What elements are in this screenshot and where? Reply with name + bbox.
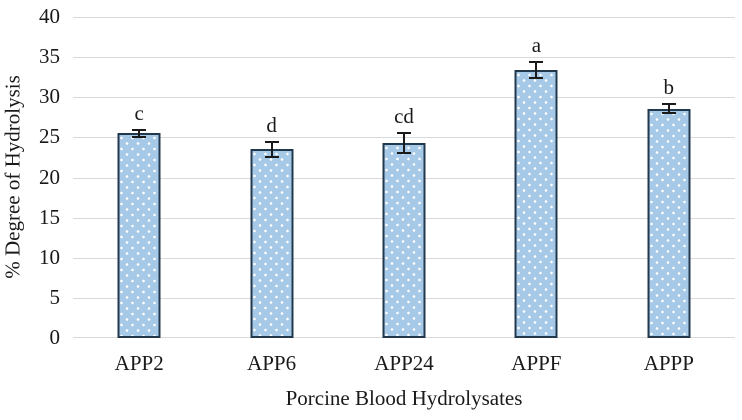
bar — [117, 133, 161, 338]
significance-letter: c — [134, 100, 144, 125]
bar-slot: c APP2 — [73, 17, 205, 375]
error-bar-cap-bottom — [529, 76, 544, 79]
bar — [382, 143, 426, 338]
x-axis-title: Porcine Blood Hydrolysates — [285, 386, 523, 410]
gridline — [73, 17, 735, 18]
error-bar-cap-bottom — [132, 136, 147, 139]
x-axis-category-label: APP24 — [374, 351, 434, 375]
bar-slot: b APPP — [603, 17, 735, 375]
y-axis-tick-label: 5 — [49, 284, 61, 309]
gridline — [73, 97, 735, 99]
error-bar-cap-bottom — [396, 152, 411, 155]
plot-area: c APP2 d APP6 cd APP24 a APPF b APPP — [73, 17, 735, 375]
error-bar — [535, 61, 538, 79]
error-bar — [667, 102, 670, 115]
error-bar-cap-bottom — [661, 112, 676, 115]
x-axis-category-label: APP2 — [114, 351, 164, 375]
significance-letter: b — [663, 74, 675, 99]
gridline — [73, 57, 735, 59]
x-axis-category-label: APPF — [511, 351, 562, 375]
error-bar-cap-bottom — [264, 156, 279, 159]
significance-letter: d — [266, 112, 277, 137]
error-bar — [402, 131, 405, 155]
error-bar-cap-top — [132, 128, 147, 131]
significance-letter: cd — [394, 103, 414, 128]
error-bar-cap-top — [396, 131, 411, 134]
error-bar-cap-top — [264, 140, 279, 143]
y-axis-tick-label: 0 — [49, 325, 61, 349]
bar-slot: a APPF — [470, 17, 602, 375]
y-axis-tick-labels: 0 5 10 15 20 25 30 35 40 — [0, 6, 61, 348]
significance-letter: a — [531, 33, 542, 58]
bar — [514, 69, 558, 338]
y-axis-tick-label: 35 — [39, 44, 60, 69]
y-axis-tick-label: 20 — [39, 164, 60, 189]
bar-slot: cd APP24 — [338, 17, 470, 375]
bar — [250, 149, 294, 338]
y-axis-tick-label: 15 — [39, 204, 60, 229]
bar — [647, 108, 691, 338]
error-bar-cap-top — [529, 61, 544, 64]
y-axis-tick-label: 25 — [39, 124, 60, 149]
x-axis-category-label: APP6 — [247, 351, 297, 375]
error-bar — [138, 128, 141, 139]
y-axis-tick-label: 10 — [39, 244, 60, 269]
y-axis-tick-label: 30 — [39, 84, 60, 109]
error-bar — [270, 140, 273, 159]
bar-slot: d APP6 — [205, 17, 337, 375]
error-bar-cap-top — [661, 102, 676, 105]
y-axis-tick-label: 40 — [39, 4, 60, 28]
x-axis-category-label: APPP — [643, 351, 694, 375]
